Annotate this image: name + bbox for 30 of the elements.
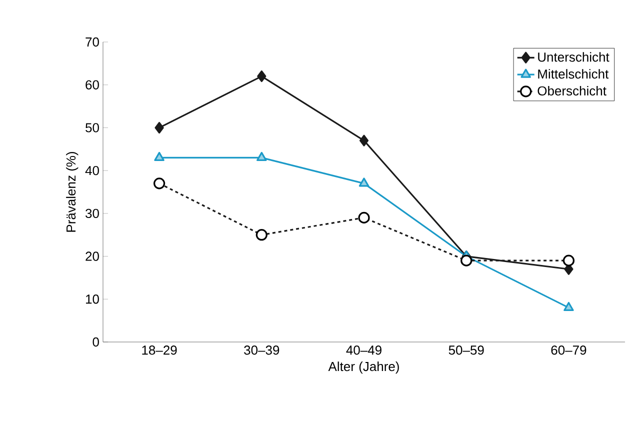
y-tick-label: 0 (92, 337, 99, 347)
point (153, 178, 166, 190)
point (256, 152, 267, 162)
y-tick-label: 20 (86, 252, 99, 261)
legend-label: Oberschicht (538, 86, 606, 96)
x-axis-title: Alter (Jahre) (328, 362, 399, 374)
x-tick-label: 18–29 (142, 346, 177, 355)
x-tick-label: 40–49 (346, 346, 382, 355)
x-tick-label: 50–59 (448, 346, 484, 355)
y-tick-label: 10 (86, 294, 99, 304)
y-tick-label: 40 (85, 166, 99, 176)
point (358, 178, 370, 187)
y-tick-label: 70 (86, 37, 99, 47)
y-axis-title: Prävalenz (%) (66, 152, 78, 232)
point (460, 254, 472, 266)
legend-label: Unterschicht (538, 52, 610, 62)
x-tick-label: 60–79 (551, 346, 586, 355)
point (256, 229, 268, 241)
y-tick-label: 30 (86, 208, 99, 218)
point (359, 134, 369, 146)
y-tick-label: 50 (86, 123, 99, 132)
point (562, 254, 575, 266)
point (564, 302, 574, 312)
legend-label: Mittelschicht (538, 69, 609, 79)
y-tick-label: 60 (86, 80, 99, 90)
point (154, 152, 164, 162)
point (358, 212, 370, 224)
point (257, 70, 266, 82)
x-tick-label: 30–39 (244, 346, 280, 355)
point (154, 122, 164, 134)
